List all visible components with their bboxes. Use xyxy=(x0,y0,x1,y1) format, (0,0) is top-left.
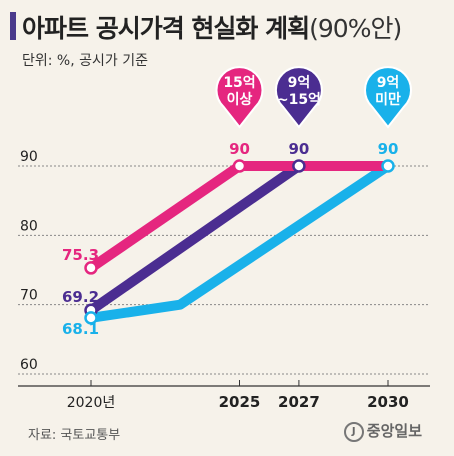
x-tick-label: 2025 xyxy=(219,393,261,411)
legend-pin-marker xyxy=(274,66,323,129)
logo-mark-icon: J xyxy=(343,421,364,442)
end-point-marker xyxy=(292,159,306,173)
end-value-label: 90 xyxy=(229,140,250,158)
legend-pin-label: 미만 xyxy=(375,92,401,108)
y-tick-label: 90 xyxy=(20,149,38,165)
legend-pin-label: 9억 xyxy=(377,75,400,91)
start-value-label: 75.3 xyxy=(62,246,99,264)
legend-pin-label: 이상 xyxy=(227,91,253,108)
source-note: 자료: 국토교통부 xyxy=(28,428,121,443)
grid-layer xyxy=(18,165,430,375)
series-line-2 xyxy=(90,161,391,323)
y-tick-label: 80 xyxy=(20,218,38,234)
legend-pin-label: ~15억 xyxy=(277,92,321,108)
start-value-label: 68.1 xyxy=(62,320,99,338)
y-tick-label: 60 xyxy=(20,357,38,373)
legend-pin-marker xyxy=(215,66,264,129)
legend-pin-label: 15억 xyxy=(223,75,255,91)
x-tick-label: 2027 xyxy=(278,393,320,411)
axis-layer: 90 80 70 60 2020년 2025 2027 2030 xyxy=(18,149,430,411)
series-line-0 xyxy=(88,161,388,273)
legend-pin-label: 9억 xyxy=(288,75,311,91)
start-point-marker xyxy=(84,311,98,325)
x-tick-label: 2030 xyxy=(367,393,409,411)
legend-pin-marker xyxy=(364,66,412,129)
start-point-marker xyxy=(84,261,98,275)
publisher-logo: J 중앙일보 xyxy=(343,420,422,442)
end-value-label: 90 xyxy=(288,140,309,158)
page-title: 아파트 공시가격 현실화 계획(90%안) xyxy=(22,14,402,43)
end-point-marker xyxy=(381,159,395,173)
y-tick-label: 70 xyxy=(20,288,38,304)
series-layer xyxy=(84,159,395,325)
x-tick-label: 2020년 xyxy=(67,395,116,411)
end-point-marker xyxy=(232,159,247,173)
end-value-label: 90 xyxy=(378,140,399,158)
unit-subtitle: 단위: %, 공시가 기준 xyxy=(22,53,148,69)
data-labels: 75.3 69.2 68.1 90 90 90 xyxy=(62,140,398,338)
title-accent-bar xyxy=(10,12,16,40)
start-value-label: 69.2 xyxy=(62,288,99,306)
